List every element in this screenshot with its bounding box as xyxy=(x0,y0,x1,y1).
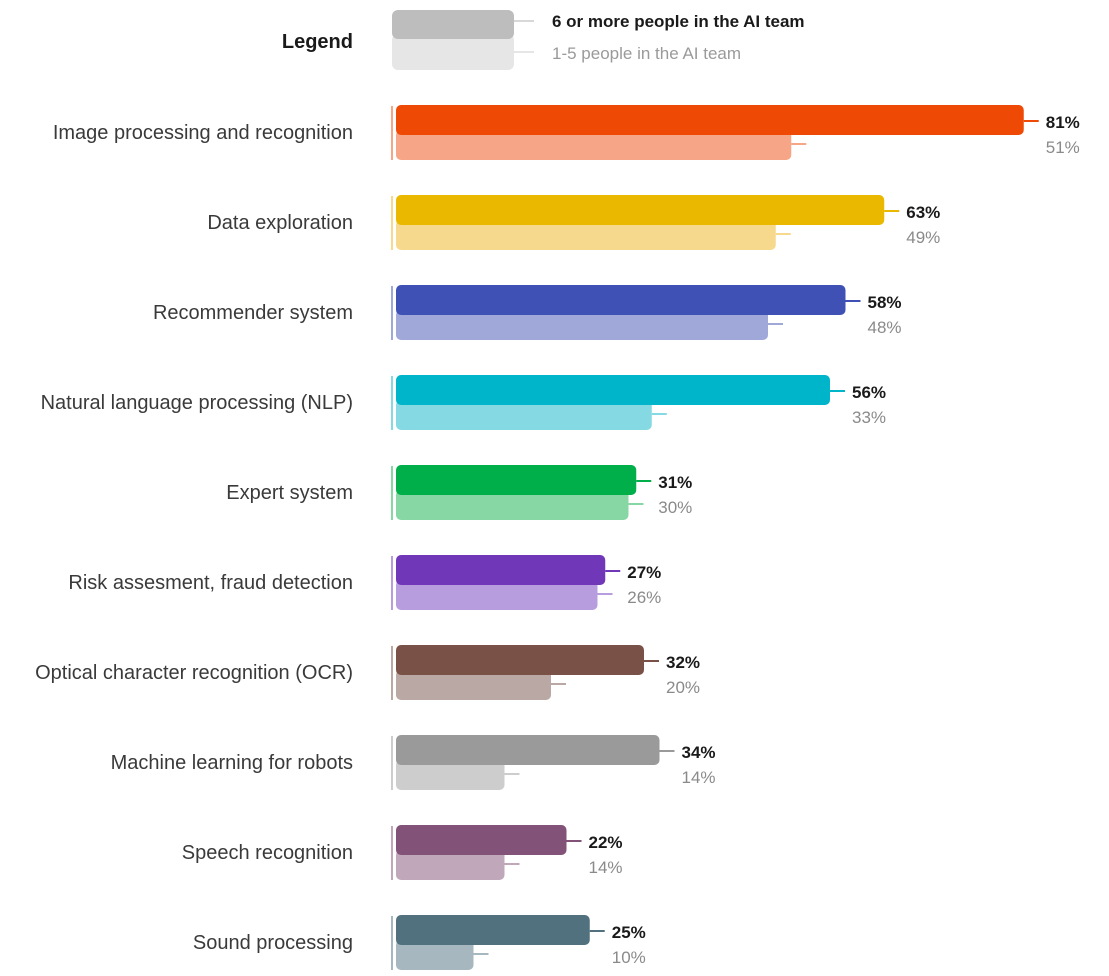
chart-rows: 81% 51% Image processing and recognition 63… xyxy=(35,105,1080,970)
bar-big xyxy=(396,915,590,945)
chart-row: 22% 14% Speech recognition xyxy=(182,825,623,880)
legend-label-big: 6 or more people in the AI team xyxy=(552,12,805,31)
value-label-big: 25% xyxy=(612,923,646,942)
bar-big xyxy=(396,825,567,855)
value-label-small: 26% xyxy=(627,588,661,607)
bar-big xyxy=(396,555,606,585)
bar-small xyxy=(396,760,505,790)
bar-small xyxy=(396,220,776,250)
value-label-big: 22% xyxy=(589,833,623,852)
legend-swatch-small xyxy=(392,34,514,70)
value-label-big: 63% xyxy=(906,203,940,222)
bar-big xyxy=(396,645,644,675)
bar-left-edge xyxy=(391,106,393,160)
category-label: Recommender system xyxy=(153,302,353,324)
bar-left-edge xyxy=(391,196,393,250)
bar-big xyxy=(396,105,1024,135)
category-label: Optical character recognition (OCR) xyxy=(35,662,353,684)
chart-row: 27% 26% Risk assesment, fraud detection xyxy=(68,555,661,610)
value-label-small: 30% xyxy=(658,498,692,517)
bar-small xyxy=(396,580,598,610)
value-label-small: 51% xyxy=(1046,138,1080,157)
value-label-small: 14% xyxy=(682,768,716,787)
bar-small xyxy=(396,130,792,160)
chart-row: 32% 20% Optical character recognition (OCR… xyxy=(35,645,700,700)
bar-small xyxy=(396,490,629,520)
chart-row: 81% 51% Image processing and recognition xyxy=(53,105,1080,160)
value-label-small: 48% xyxy=(868,318,902,337)
bar-left-edge xyxy=(391,916,393,970)
bar-big xyxy=(396,285,846,315)
bar-left-edge xyxy=(391,466,393,520)
bar-big xyxy=(396,195,885,225)
value-label-small: 10% xyxy=(612,948,646,967)
value-label-big: 58% xyxy=(868,293,902,312)
category-label: Sound processing xyxy=(193,932,353,954)
category-label: Machine learning for robots xyxy=(111,752,353,774)
value-label-small: 49% xyxy=(906,228,940,247)
legend-label-small: 1-5 people in the AI team xyxy=(552,44,741,63)
category-label: Data exploration xyxy=(207,212,353,234)
category-label: Speech recognition xyxy=(182,842,353,864)
chart-row: 63% 49% Data exploration xyxy=(207,195,940,250)
chart-row: 34% 14% Machine learning for robots xyxy=(111,735,716,790)
bar-big xyxy=(396,735,660,765)
bar-small xyxy=(396,400,652,430)
value-label-big: 34% xyxy=(682,743,716,762)
value-label-big: 31% xyxy=(658,473,692,492)
bar-big xyxy=(396,375,830,405)
bar-big xyxy=(396,465,637,495)
chart-row: 25% 10% Sound processing xyxy=(193,915,646,970)
bar-left-edge xyxy=(391,376,393,430)
chart-row: 56% 33% Natural language processing (NLP) xyxy=(41,375,886,430)
chart-row: 58% 48% Recommender system xyxy=(153,285,902,340)
chart-row: 31% 30% Expert system xyxy=(226,465,692,520)
value-label-small: 14% xyxy=(589,858,623,877)
legend-swatch-big xyxy=(392,10,514,39)
value-label-big: 81% xyxy=(1046,113,1080,132)
value-label-small: 33% xyxy=(852,408,886,427)
category-label: Risk assesment, fraud detection xyxy=(68,572,353,594)
value-label-small: 20% xyxy=(666,678,700,697)
bar-left-edge xyxy=(391,826,393,880)
bar-small xyxy=(396,310,768,340)
value-label-big: 56% xyxy=(852,383,886,402)
bar-left-edge xyxy=(391,736,393,790)
value-label-big: 27% xyxy=(627,563,661,582)
bar-small xyxy=(396,850,505,880)
bar-left-edge xyxy=(391,646,393,700)
category-label: Natural language processing (NLP) xyxy=(41,392,353,414)
category-label: Expert system xyxy=(226,482,353,504)
legend: Legend 6 or more people in the AI team 1… xyxy=(282,10,805,70)
value-label-big: 32% xyxy=(666,653,700,672)
legend-title: Legend xyxy=(282,31,353,53)
bar-left-edge xyxy=(391,556,393,610)
bar-small xyxy=(396,940,474,970)
bar-left-edge xyxy=(391,286,393,340)
bar-small xyxy=(396,670,551,700)
category-label: Image processing and recognition xyxy=(53,122,353,144)
